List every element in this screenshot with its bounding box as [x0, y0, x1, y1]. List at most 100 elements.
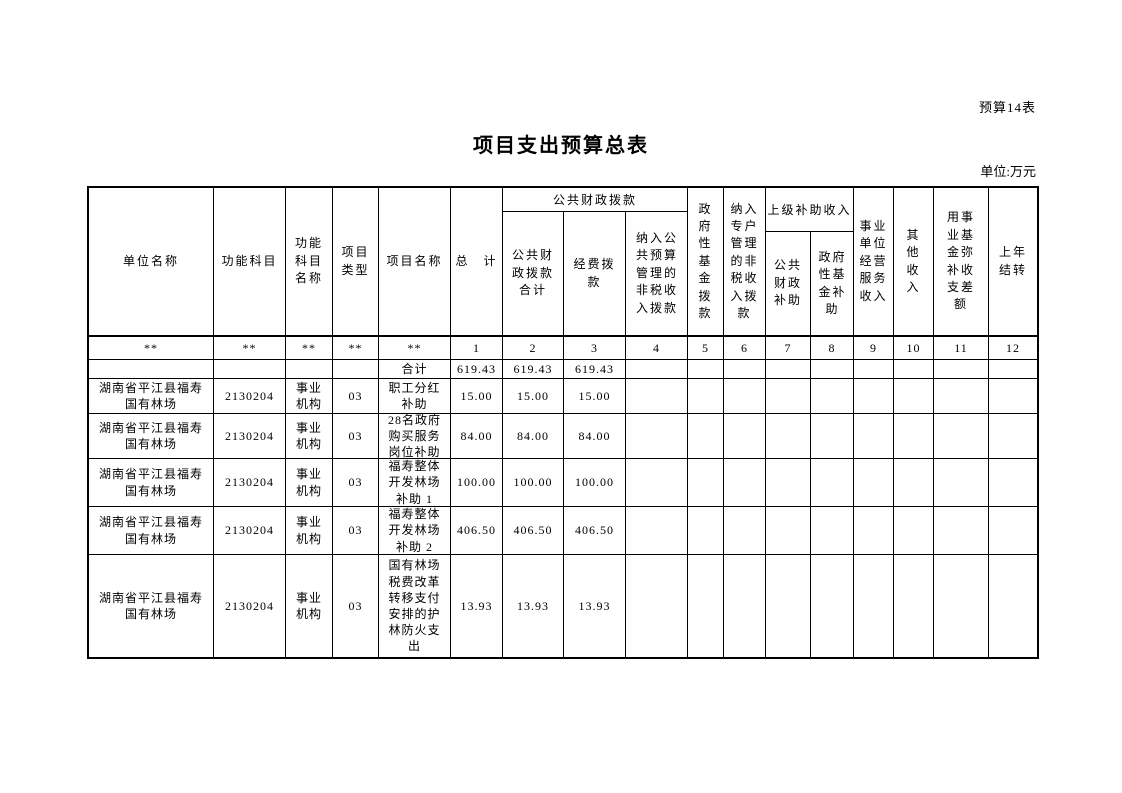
cell: 84.00	[503, 414, 564, 458]
cell	[934, 379, 989, 413]
cell: 2130204	[214, 379, 286, 413]
cell: **	[214, 337, 286, 359]
cell	[894, 414, 934, 458]
col-header-business-income: 事业 单位 经营 服务 收入	[854, 188, 894, 335]
cell	[989, 360, 1037, 378]
cell	[894, 555, 934, 657]
cell: **	[286, 337, 333, 359]
table-body: ** ** ** ** ** 1 2 3 4 5 6 7 8 9 10 11 12 合计 619.43 619.43 6…	[89, 337, 1037, 657]
cell: 13.93	[564, 555, 626, 657]
col-header-fund-offset: 用事 业基 金弥 补收 支差 额	[934, 188, 989, 335]
unit-note: 单位:万元	[980, 164, 1036, 179]
cell	[811, 414, 854, 458]
cell: 619.43	[503, 360, 564, 378]
col-header-function-name: 功能 科目 名称	[286, 188, 333, 335]
cell: 100.00	[564, 459, 626, 506]
col-header-project-name: 项目名称	[379, 188, 451, 335]
cell	[626, 379, 688, 413]
cell: 6	[724, 337, 766, 359]
cell	[89, 360, 214, 378]
cell: 湖南省平江县福寿 国有林场	[89, 414, 214, 458]
group-label-public-finance: 公共财政拨款	[503, 188, 687, 212]
cell	[286, 360, 333, 378]
cell	[724, 414, 766, 458]
cell	[724, 507, 766, 554]
cell	[688, 459, 724, 506]
cell: 4	[626, 337, 688, 359]
cell	[854, 379, 894, 413]
col-header-special-nontax: 纳入 专户 管理 的非 税收 入拨 款	[724, 188, 766, 335]
cell	[811, 459, 854, 506]
cell	[989, 555, 1037, 657]
cell	[894, 360, 934, 378]
col-group-public-finance: 公共财政拨款 公共财 政拨款 合计 经费拨 款 纳入公 共预算 管理的 非税收 …	[503, 188, 688, 335]
cell: 15.00	[564, 379, 626, 413]
cell	[811, 555, 854, 657]
cell	[894, 379, 934, 413]
cell	[766, 360, 811, 378]
cell	[854, 360, 894, 378]
data-row: 湖南省平江县福寿 国有林场 2130204 事业 机构 03 福寿整体 开发林场 补助 …	[89, 459, 1037, 507]
cell	[688, 379, 724, 413]
cell	[626, 507, 688, 554]
cell: 03	[333, 414, 379, 458]
cell: 2	[503, 337, 564, 359]
cell	[333, 360, 379, 378]
cell	[626, 459, 688, 506]
cell	[934, 507, 989, 554]
cell	[766, 414, 811, 458]
cell: 2130204	[214, 459, 286, 506]
cell: 3	[564, 337, 626, 359]
cell: 2130204	[214, 414, 286, 458]
cell	[724, 459, 766, 506]
cell: 84.00	[451, 414, 503, 458]
data-row: 湖南省平江县福寿 国有林场 2130204 事业 机构 03 职工分红 补助 15.00 1…	[89, 379, 1037, 414]
cell: 03	[333, 459, 379, 506]
col-header-carryover: 上年 结转	[998, 245, 1027, 277]
cell: **	[89, 337, 214, 359]
cell: 12	[1006, 340, 1020, 355]
col-header-subsidy-public-finance: 公共 财政 补助	[766, 232, 811, 335]
cell: 福寿整体 开发林场 补助 1	[379, 459, 451, 506]
data-row: 湖南省平江县福寿 国有林场 2130204 事业 机构 03 国有林场 税费改革 转移支…	[89, 555, 1037, 657]
cell	[626, 555, 688, 657]
cell: 湖南省平江县福寿 国有林场	[89, 507, 214, 554]
data-row: 湖南省平江县福寿 国有林场 2130204 事业 机构 03 福寿整体 开发林场 补助 …	[89, 507, 1037, 555]
cell: 619.43	[564, 360, 626, 378]
cell	[934, 555, 989, 657]
cell	[811, 379, 854, 413]
cell	[989, 379, 1037, 413]
cell	[724, 360, 766, 378]
cell: 8	[811, 337, 854, 359]
cell: 15.00	[503, 379, 564, 413]
cell	[811, 507, 854, 554]
cell	[724, 379, 766, 413]
cell: 湖南省平江县福寿 国有林场	[89, 555, 214, 657]
cell	[626, 360, 688, 378]
group-label-superior-subsidy: 上级补助收入	[766, 188, 853, 232]
cell	[894, 507, 934, 554]
cell: 事业 机构	[286, 555, 333, 657]
total-row: 合计 619.43 619.43 619.43	[89, 360, 1037, 379]
cell: 10	[894, 337, 934, 359]
form-number-label: 预算14表	[978, 100, 1036, 115]
cell: 事业 机构	[286, 507, 333, 554]
cell: **	[333, 337, 379, 359]
cell: 03	[333, 507, 379, 554]
cell	[811, 360, 854, 378]
col-header-subsidy-gov-fund: 政府 性基 金补 助	[818, 249, 847, 316]
cell	[854, 459, 894, 506]
col-header-nontax-budget: 纳入公 共预算 管理的 非税收 入拨款	[635, 231, 678, 315]
cell	[688, 555, 724, 657]
cell	[766, 459, 811, 506]
cell	[934, 459, 989, 506]
cell: 2130204	[214, 507, 286, 554]
cell: 职工分红 补助	[379, 379, 451, 413]
cell: 619.43	[451, 360, 503, 378]
cell: 03	[333, 555, 379, 657]
cell: 84.00	[564, 414, 626, 458]
cell	[766, 555, 811, 657]
cell: 15.00	[451, 379, 503, 413]
cell: 事业 机构	[286, 414, 333, 458]
